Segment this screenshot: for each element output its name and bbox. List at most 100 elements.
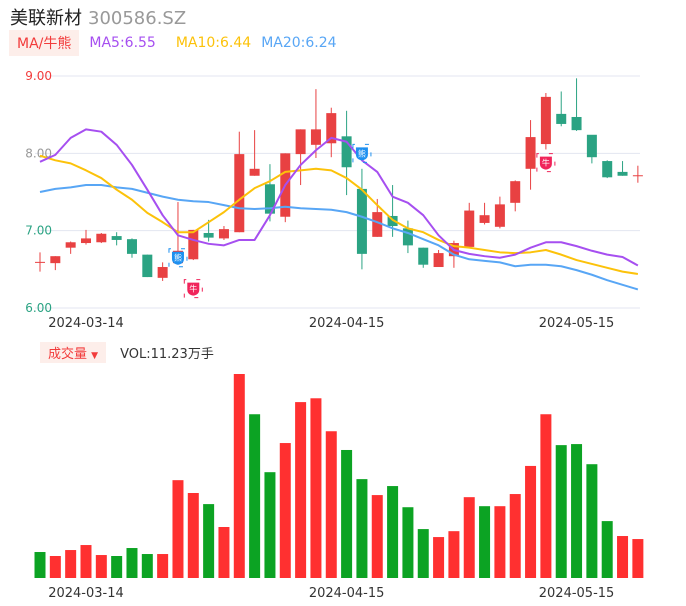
candle-body [142,254,153,278]
volume-bar [540,414,552,578]
signal-frame [352,143,372,163]
volume-bar [249,414,261,578]
candle-body [571,116,582,131]
candle [218,226,229,240]
signal-label: 熊 [174,253,182,263]
candle [50,256,61,271]
volume-bar [555,445,567,578]
candle [556,91,567,127]
indicator-selector[interactable]: MA/牛熊 [9,30,80,56]
volume-value: VOL:11.23万手 [120,347,214,362]
volume-bar [279,443,291,578]
candle [479,202,490,225]
bull-signal-icon: 牛 [536,153,556,173]
candle-body [402,228,413,246]
ma10-line [39,154,639,275]
volume-bar [126,548,138,578]
candle [326,107,337,158]
ma5-line [39,128,639,267]
ma5-value: MA5:6.55 [89,35,156,51]
volume-bar [141,554,153,578]
candle [464,202,475,247]
candle-body [418,247,429,265]
volume-bar [479,506,491,578]
dropdown-arrow-icon: ▼ [91,351,99,361]
volume-bar [233,374,245,578]
candle [418,247,429,268]
volume-bar [218,527,230,578]
candle-body [387,215,398,227]
candle [310,89,321,158]
volume-x-tick-label: 2024-03-14 [48,586,124,601]
candle-body [586,134,597,158]
candle [234,131,245,233]
volume-x-tick-label: 2024-04-15 [309,586,385,601]
candle-body [126,239,137,254]
candle [249,130,260,176]
candle-body [295,129,306,155]
candle [65,241,76,254]
volume-bar [295,402,307,578]
candle [617,161,628,176]
volume-bar [49,556,61,578]
candle-body [188,229,199,260]
x-tick-label: 2024-04-15 [309,316,385,331]
candle-body [80,238,91,244]
candle-body [96,233,107,243]
volume-bar [417,529,429,578]
candle-body [310,129,321,145]
y-tick-label: 9.00 [25,69,52,83]
candle [540,93,551,150]
volume-bar [586,464,598,578]
candle-body [464,210,475,247]
signal-frame [168,248,188,268]
candle [586,134,597,164]
volume-bar [65,550,77,578]
stock-name: 美联新材 [10,8,82,29]
candle [510,180,521,212]
candle-body [525,137,536,169]
volume-legend: 成交量 ▼ VOL:11.23万手 [40,342,214,363]
candle-body [203,232,214,238]
candle-body [617,171,628,176]
y-tick-label: 6.00 [25,301,52,315]
volume-bar [157,554,169,578]
volume-bar [571,444,583,578]
volume-indicator-selector[interactable]: 成交量 ▼ [40,342,107,363]
volume-bar [525,465,537,578]
candle [402,220,413,254]
signal-label: 熊 [358,148,366,158]
volume-bar [632,539,644,578]
candle [264,164,275,222]
ma20-value: MA20:6.24 [261,35,337,51]
candle [602,160,613,179]
candle-body [433,253,444,268]
volume-bar [356,479,368,578]
candle [80,229,91,245]
volume-bar [509,494,521,578]
candle-body [326,113,337,144]
volume-bar [601,521,613,578]
shield-shape [355,147,368,161]
candle-body [540,96,551,145]
volume-bar [433,537,445,578]
candle [571,78,582,131]
volume-bar [402,507,414,578]
volume-bar [325,431,337,578]
candle [295,129,306,186]
shield-shape [171,251,184,265]
candle-body [602,161,613,178]
bear-signal-icon: 熊 [352,143,372,163]
candle-body [65,242,76,248]
candle-body [372,212,383,237]
volume-bar [371,495,383,578]
candle [356,168,367,270]
candle [525,120,536,190]
y-tick-label: 7.00 [25,224,52,238]
ma10-value: MA10:6.44 [175,35,252,51]
candle [280,153,291,223]
volume-bar [387,486,399,578]
volume-bar [448,531,460,578]
volume-x-tick-label: 2024-05-15 [539,586,615,601]
